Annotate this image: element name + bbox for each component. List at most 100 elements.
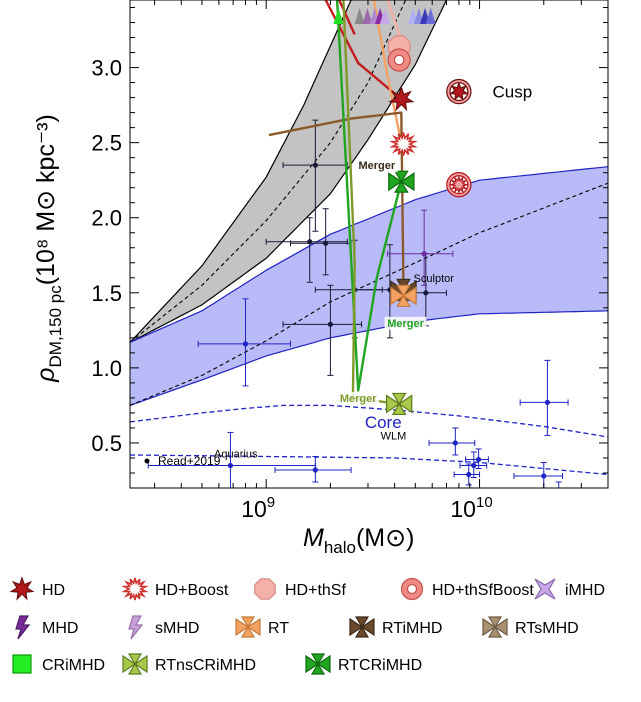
bands-layer [130,0,608,406]
obs-dot [312,467,318,473]
top-triangle [333,8,344,24]
evolution-track [372,0,405,154]
obs-legend: Read+2019 [144,454,221,468]
annotation-label: Merger [340,393,377,405]
legend-entry: RTsMHD [482,616,579,638]
legend-label: HD+Boost [155,582,229,599]
legend-marker [121,577,149,601]
shape-bolt [128,615,144,640]
annotation-label: Merger [387,318,424,330]
y-tick-label: 2.5 [91,131,122,156]
evolution-track [338,0,356,35]
obs-legend-label: Read+2019 [158,454,221,468]
obs-dot [323,240,329,246]
marker-point [446,172,472,198]
legend-entry: HD+thSf [254,578,346,600]
plot-area: Cusp Core Merger Merger Merger Sculptor Aquari… [130,0,608,495]
shape-spiky [448,174,469,195]
observation-point [289,208,352,276]
obs-dot [556,490,561,495]
obs-dot [476,456,482,463]
obs-dot [471,462,477,469]
legend-marker [235,616,261,638]
band-cusp-upper [130,0,352,343]
legend-label: RTsMHD [515,620,579,637]
shape-spiky [389,132,418,156]
band-label: Core [365,413,402,432]
obs-dot [423,290,429,296]
x-tick-label: 109 [241,494,275,522]
legend-marker [305,653,331,675]
shape-square [12,654,32,674]
legend-label: RTCRiMHD [338,657,422,674]
obs-dot [227,462,234,469]
legend-label: HD [42,582,65,599]
top-triangles-layer [333,8,436,24]
legend-label: MHD [42,620,78,637]
top-triangle [425,8,436,24]
legend-marker [9,576,35,601]
y-tick-label: 0.5 [91,431,122,456]
top-triangle [354,8,365,24]
core-curve-0 [130,404,608,438]
ylabel-unit: (10⁸ M⊙ kpc⁻³) [32,114,60,285]
band-cusp-lower [130,0,448,343]
annotation-label: Merger [358,160,395,172]
legend-entry: HD+Boost [121,577,229,601]
shape-star [9,576,35,601]
y-tick-label: 1.0 [91,356,122,381]
observation-point [428,427,476,456]
annotation-label: WLM [381,430,407,442]
legend-marker [128,615,144,640]
annotations-layer: Cusp Core Merger Merger Merger Sculptor Aquari… [214,83,532,461]
annotation-label: Sculptor [414,273,455,285]
obs-dot [541,473,547,479]
y-tick-label: 2.0 [91,206,122,231]
legend-entry: RT [235,616,289,638]
annotation-label: Aquarius [214,448,258,460]
shape-ring-inner [406,583,418,595]
legend-entry: MHD [15,615,78,640]
legend-label: iMHD [565,582,605,599]
legend-entry: sMHD [128,615,199,640]
obs-dot [421,251,427,257]
shape-star [388,85,415,112]
x-tick-label: 1010 [450,494,492,522]
x-axis-label: Mhalo(M⊙) [303,524,414,557]
legend-marker [15,615,31,640]
annotation-bg [337,391,380,405]
marker-point [388,170,415,193]
shape-bowtie [390,284,417,307]
shape-bowtie [482,616,508,638]
evolution-track [268,111,405,290]
top-triangle [362,8,373,24]
legend-entry: iMHD [534,578,605,600]
legend-label: RT [268,620,289,637]
legend-entry: HD+thSfBoost [400,577,534,601]
legend-label: HD+thSfBoost [432,582,534,599]
x-tick-base: 10 [241,496,267,522]
legend-entry: RTiMHD [349,616,442,638]
core-curve-1 [130,454,608,476]
x-tick-exp: 9 [267,494,275,511]
marker-point [385,392,413,416]
top-triangle [379,8,390,24]
band-label: Cusp [492,83,532,102]
x-tick-base: 10 [450,496,476,522]
y-axis-label: ρDM,150 pc(10⁸ M⊙ kpc⁻³) [32,114,65,383]
legend-marker [349,616,375,638]
marker-point [388,85,415,112]
legend-marker [122,653,148,675]
ylabel-sub: DM,150 pc [46,285,65,368]
marker-point [389,132,418,156]
evolution-track [335,0,403,392]
legend-marker [534,578,556,600]
observation-point [459,451,488,478]
marker-point [387,48,411,72]
obs-legend-dot [144,458,150,464]
svg-text:Mhalo(M⊙): Mhalo(M⊙) [303,524,414,557]
x-tick-exp: 10 [476,494,493,511]
band-core-fill [130,166,608,406]
